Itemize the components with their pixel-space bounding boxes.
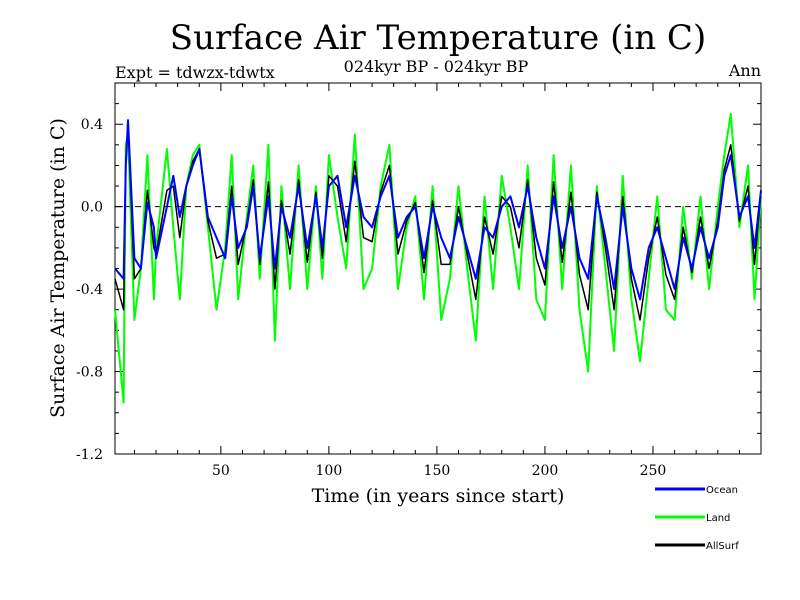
y-axis-label: Surface Air Temperature (in C): [47, 118, 69, 418]
y-tick-label: 0.0: [81, 200, 103, 216]
legend-label: Ocean: [706, 485, 738, 496]
legend: Ocean Land AllSurf: [655, 485, 739, 552]
y-axis: 0.4 0.0 -0.4 -0.8 -1.2: [76, 82, 761, 463]
series-lines: [114, 112, 762, 404]
x-tick-label: 200: [532, 463, 559, 479]
series-line-ocean: [114, 119, 762, 301]
series-line-land: [114, 112, 762, 404]
y-tick-label: -0.8: [76, 365, 103, 381]
y-tick-label: -0.4: [76, 282, 103, 298]
period-label: Ann: [728, 61, 761, 80]
chart-title: Surface Air Temperature (in C): [170, 18, 706, 58]
x-axis-label: Time (in years since start): [312, 485, 565, 507]
y-tick-label: -1.2: [76, 447, 103, 463]
x-tick-label: 100: [316, 463, 343, 479]
legend-label: AllSurf: [706, 541, 739, 552]
experiment-label: Expt = tdwzx-tdwtx: [115, 63, 275, 82]
y-tick-label: 0.4: [81, 117, 103, 133]
legend-label: Land: [706, 513, 730, 524]
x-tick-label: 250: [640, 463, 667, 479]
x-axis: 50 100 150 200 250: [133, 83, 762, 479]
x-tick-label: 150: [424, 463, 451, 479]
x-tick-label: 50: [212, 463, 230, 479]
chart-subtitle: 024kyr BP - 024kyr BP: [344, 57, 529, 76]
